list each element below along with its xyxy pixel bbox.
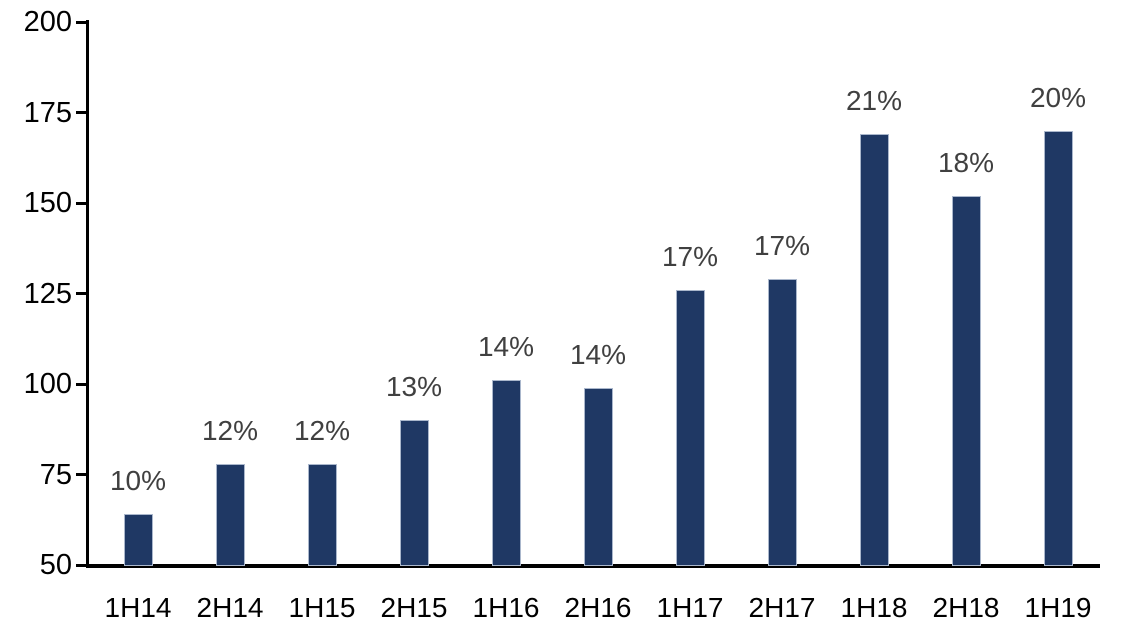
y-tick-label: 100 [23,368,72,400]
bar-value-label: 10% [109,465,167,497]
bar-value-label: 12% [293,414,351,446]
y-tick-label: 50 [39,549,72,581]
y-tick-mark [76,563,88,567]
bar [1043,130,1073,566]
x-axis-label: 2H18 [932,592,1000,623]
bar [491,380,521,566]
bar-value-label: 13% [385,371,443,403]
bar [215,463,245,566]
bar-value-label: 20% [1029,81,1087,113]
y-tick-label: 75 [39,458,72,491]
x-axis-label: 1H15 [288,592,356,623]
bar-value-label: 14% [477,331,535,363]
x-axis-label: 1H16 [472,592,540,623]
y-tick-mark [76,473,88,476]
bar-value-label: 21% [845,85,903,117]
bar [307,463,337,566]
x-axis-label: 2H17 [748,592,816,623]
x-axis-label: 1H14 [104,592,172,623]
y-tick-mark [76,292,88,295]
y-tick-mark [76,20,88,24]
bar-value-label: 14% [569,338,627,370]
bar-value-label: 17% [661,240,719,272]
x-axis [86,564,1100,568]
x-axis-label: 1H17 [656,592,724,623]
x-axis-label: 2H15 [380,592,448,623]
bar [951,195,981,566]
bar-value-label: 18% [937,146,995,178]
y-tick-label: 175 [23,96,72,129]
bar [583,387,613,566]
y-tick-label: 125 [23,277,72,310]
bar [859,134,889,566]
y-tick-label: 150 [23,187,72,219]
bar [123,514,153,566]
y-tick-mark [76,201,88,205]
y-tick-mark [76,382,88,386]
y-tick-mark [76,111,88,114]
bar-value-label: 12% [201,414,259,446]
bar [767,279,797,566]
bar-value-label: 17% [753,230,811,262]
bar [675,289,705,566]
x-axis-label: 2H14 [196,592,264,623]
bar [399,420,429,566]
y-tick-label: 200 [23,6,72,38]
x-axis-label: 1H18 [840,592,908,623]
x-axis-label: 1H19 [1024,592,1092,623]
x-axis-label: 2H16 [564,592,632,623]
